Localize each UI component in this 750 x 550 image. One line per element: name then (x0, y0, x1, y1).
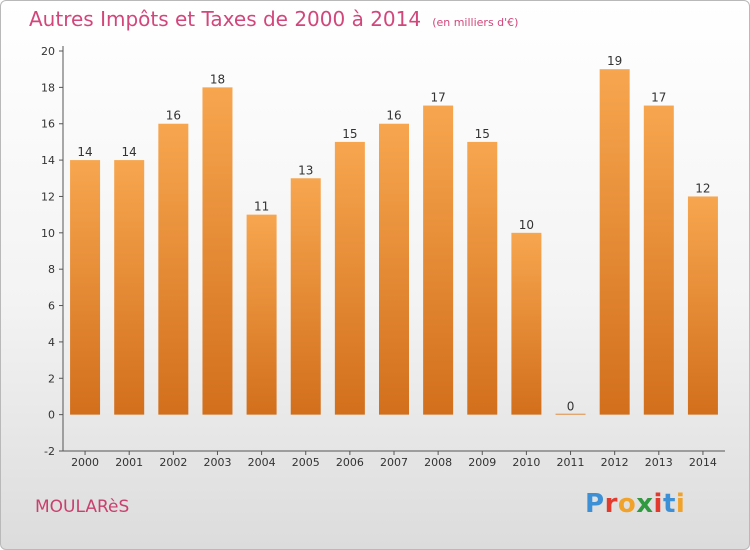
bar (334, 141, 365, 415)
y-tick-label: 4 (48, 336, 55, 349)
logo-letter: t (662, 489, 676, 519)
data-label: 12 (695, 181, 710, 195)
bar (511, 232, 542, 415)
x-tick-label: 2011 (557, 456, 585, 469)
x-tick-label: 2000 (71, 456, 99, 469)
data-label: 18 (210, 72, 225, 86)
logo-letter: P (585, 489, 605, 519)
data-label: 17 (651, 91, 666, 105)
data-label: 17 (430, 91, 445, 105)
place-name: MOULARèS (35, 497, 130, 517)
y-tick-label: 20 (41, 45, 55, 58)
bar (555, 413, 586, 415)
y-tick-label: 14 (41, 154, 55, 167)
logo-letter: o (617, 489, 637, 519)
y-tick-label: 10 (41, 227, 55, 240)
x-tick-label: 2003 (203, 456, 231, 469)
y-tick-label: 6 (48, 300, 55, 313)
bar (599, 69, 630, 415)
logo-letter: x (636, 489, 654, 519)
data-label: 0 (567, 400, 575, 414)
bar (158, 123, 189, 415)
logo-letter: i (653, 489, 663, 519)
x-tick-label: 2002 (159, 456, 187, 469)
data-label: 11 (254, 200, 269, 214)
x-tick-label: 2008 (424, 456, 452, 469)
x-tick-label: 2005 (292, 456, 320, 469)
chart-title-block: Autres Impôts et Taxes de 2000 à 2014 (e… (29, 7, 518, 31)
data-label: 14 (77, 145, 92, 159)
proxiti-logo: Proxiti (585, 489, 685, 519)
y-tick-label: 8 (48, 263, 55, 276)
bar (202, 87, 233, 415)
x-tick-label: 2012 (601, 456, 629, 469)
bar (290, 178, 321, 415)
bar (246, 214, 277, 415)
bar (114, 160, 145, 415)
data-label: 16 (166, 109, 181, 123)
x-tick-label: 2007 (380, 456, 408, 469)
x-tick-label: 2009 (468, 456, 496, 469)
bar (687, 196, 718, 415)
data-label: 15 (342, 127, 357, 141)
bar (467, 141, 498, 415)
logo-letter: r (604, 489, 618, 519)
x-tick-label: 2001 (115, 456, 143, 469)
data-label: 14 (122, 145, 137, 159)
x-tick-label: 2006 (336, 456, 364, 469)
bar (423, 105, 454, 415)
x-tick-label: 2010 (512, 456, 540, 469)
bar (643, 105, 674, 415)
x-tick-label: 2013 (645, 456, 673, 469)
bar (70, 160, 101, 415)
x-tick-label: 2004 (248, 456, 276, 469)
y-tick-label: 2 (48, 372, 55, 385)
data-label: 10 (519, 218, 534, 232)
y-tick-label: 12 (41, 190, 55, 203)
data-label: 15 (475, 127, 490, 141)
y-tick-label: 0 (48, 409, 55, 422)
bar (379, 123, 409, 415)
y-tick-label: 16 (41, 118, 55, 131)
y-tick-label: -2 (44, 445, 55, 458)
data-label: 19 (607, 54, 622, 68)
x-tick-label: 2014 (689, 456, 717, 469)
chart-unit: (en milliers d'€) (432, 16, 519, 29)
logo-letter: i (675, 489, 686, 519)
y-tick-label: 18 (41, 81, 55, 94)
chart-title: Autres Impôts et Taxes de 2000 à 2014 (29, 7, 422, 31)
data-label: 13 (298, 163, 313, 177)
data-label: 16 (386, 109, 401, 123)
